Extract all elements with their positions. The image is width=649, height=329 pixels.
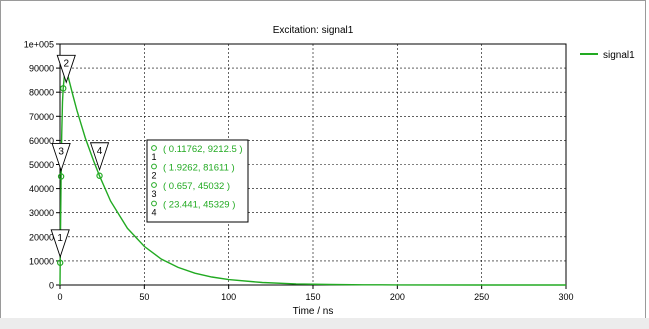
marker-flag-label-4: 4 xyxy=(97,146,103,157)
readout-rows: 1 ( 0.11762, 9212.5 ) 2 ( 1.9262, 81611 ) 3 (… xyxy=(151,144,243,218)
marker-flag-label-1: 1 xyxy=(57,233,63,244)
y-tick-label: 10000 xyxy=(29,256,54,266)
readout-value: ( 23.441, 45329 ) xyxy=(163,200,235,211)
y-tick-label: 20000 xyxy=(29,232,54,242)
readout-marker-icon xyxy=(151,200,157,207)
readout-marker-icon xyxy=(151,145,157,151)
grid-lines xyxy=(60,44,566,285)
marker-point-2[interactable] xyxy=(60,85,67,92)
readout-value: ( 0.11762, 9212.5 ) xyxy=(163,144,243,155)
legend-label-signal1: signal1 xyxy=(603,50,635,61)
marker-flag-3[interactable] xyxy=(51,143,71,172)
y-tick-label: 30000 xyxy=(29,208,54,218)
y-tick-label: 90000 xyxy=(29,64,54,74)
x-tick-label: 100 xyxy=(221,292,236,302)
legend: signal1 xyxy=(580,50,635,61)
y-tick-label: 70000 xyxy=(29,112,54,122)
readout-marker-id: 2 xyxy=(151,171,156,181)
x-tick-label: 50 xyxy=(139,292,149,302)
marker-flag-2[interactable] xyxy=(56,54,76,84)
x-tick-label: 200 xyxy=(390,292,405,302)
series-layer xyxy=(59,67,566,286)
marker-flag-label-2: 2 xyxy=(63,58,69,69)
x-tick-label: 250 xyxy=(474,292,489,302)
x-axis: 0 50 100 150 200 250 300 xyxy=(57,285,574,302)
window-bottom-edge xyxy=(0,318,649,329)
readout-value: ( 1.9262, 81611 ) xyxy=(163,163,235,174)
marker-layer: 1 2 3 4 xyxy=(50,54,110,266)
y-axis: 0 10000 20000 30000 40000 50000 60000 70000 8000… xyxy=(24,40,60,291)
readout-marker-icon xyxy=(151,182,157,188)
y-tick-label: 60000 xyxy=(29,136,54,146)
marker-flag-label-3: 3 xyxy=(58,146,64,157)
y-tick-label: 1e+005 xyxy=(24,40,54,50)
marker-readout-box[interactable]: 1 ( 0.11762, 9212.5 ) 2 ( 1.9262, 81611 ) 3 (… xyxy=(146,139,249,223)
y-tick-label: 80000 xyxy=(29,88,54,98)
readout-marker-icon xyxy=(151,163,157,170)
readout-marker-id: 4 xyxy=(151,208,156,218)
marker-point-1[interactable] xyxy=(56,259,64,266)
x-tick-label: 150 xyxy=(305,292,320,302)
readout-value: ( 0.657, 45032 ) xyxy=(163,181,230,192)
x-axis-label: Time / ns xyxy=(293,306,334,317)
y-tick-label: 40000 xyxy=(29,184,54,194)
marker-flag-1[interactable] xyxy=(50,229,70,259)
readout-marker-id: 3 xyxy=(151,189,156,199)
readout-box-frame xyxy=(146,139,249,223)
x-tick-label: 0 xyxy=(57,292,62,302)
readout-marker-id: 1 xyxy=(151,152,156,162)
marker-point-4[interactable] xyxy=(96,172,103,179)
chart-title: Excitation: signal1 xyxy=(273,25,354,36)
series-line-signal1 xyxy=(59,67,566,286)
marker-flag-4[interactable] xyxy=(89,142,110,172)
marker-point-3[interactable] xyxy=(57,173,65,180)
y-tick-label: 0 xyxy=(49,281,54,291)
y-tick-label: 50000 xyxy=(29,160,54,170)
x-tick-label: 300 xyxy=(558,292,573,302)
